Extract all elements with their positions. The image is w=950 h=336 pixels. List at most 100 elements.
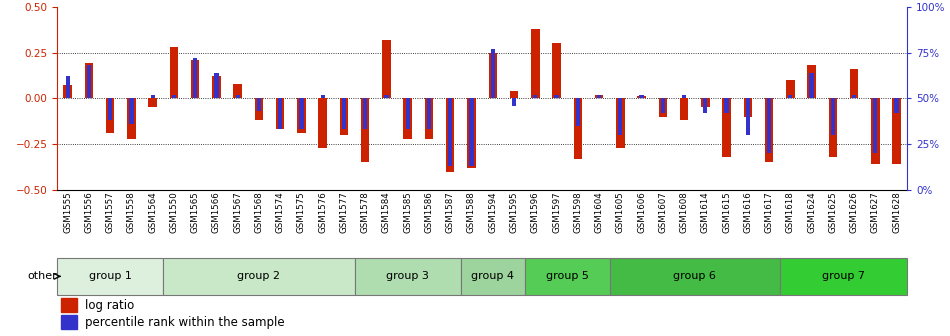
Bar (382, 40, 390, 98)
Bar (318, 98, 327, 148)
Bar (340, 98, 349, 135)
Bar (170, 47, 179, 98)
Bar (86, 65, 91, 98)
Bar (342, 98, 346, 129)
Text: log ratio: log ratio (86, 299, 134, 312)
Bar (404, 98, 412, 138)
Bar (744, 98, 752, 117)
Bar (808, 65, 816, 98)
Bar (172, 95, 176, 98)
Bar (256, 98, 261, 111)
Bar (616, 98, 624, 148)
Bar (871, 98, 880, 164)
Text: group 4: group 4 (471, 271, 514, 281)
Text: GSM1587: GSM1587 (446, 191, 455, 233)
Bar (255, 98, 263, 120)
Bar (299, 98, 304, 129)
Text: GSM1577: GSM1577 (339, 191, 349, 233)
Text: GSM1566: GSM1566 (212, 191, 221, 233)
Bar (427, 98, 431, 129)
Bar (680, 98, 689, 120)
Text: GSM1614: GSM1614 (701, 191, 710, 233)
Text: GSM1617: GSM1617 (765, 191, 773, 233)
Bar (446, 98, 454, 172)
Bar (703, 98, 708, 113)
Bar (746, 98, 750, 135)
Text: GSM1626: GSM1626 (849, 191, 859, 233)
Bar (488, 52, 497, 98)
Bar (193, 58, 198, 98)
Text: GSM1624: GSM1624 (808, 191, 816, 233)
Bar (469, 98, 474, 166)
Text: group 6: group 6 (674, 271, 716, 281)
Bar (892, 98, 901, 164)
Text: GSM1616: GSM1616 (743, 191, 752, 233)
Text: GSM1565: GSM1565 (191, 191, 200, 233)
Bar (809, 73, 814, 98)
Bar (64, 85, 72, 98)
Text: GSM1627: GSM1627 (871, 191, 880, 233)
Bar (786, 80, 794, 98)
Bar (595, 95, 603, 98)
Bar (658, 98, 667, 117)
Bar (767, 98, 771, 153)
Text: GSM1588: GSM1588 (467, 191, 476, 233)
Bar (425, 98, 433, 138)
Bar (129, 98, 134, 124)
Bar (780, 258, 907, 295)
Text: GSM1605: GSM1605 (616, 191, 625, 233)
Bar (597, 95, 601, 98)
Bar (637, 96, 646, 98)
Text: GSM1556: GSM1556 (85, 191, 93, 233)
Bar (552, 43, 560, 98)
Bar (276, 98, 284, 129)
Text: GSM1594: GSM1594 (488, 191, 497, 233)
Bar (830, 98, 835, 135)
Text: GSM1604: GSM1604 (595, 191, 603, 233)
Text: GSM1558: GSM1558 (127, 191, 136, 233)
Bar (57, 258, 163, 295)
Bar (297, 98, 306, 133)
Bar (639, 95, 644, 98)
Bar (215, 73, 219, 98)
Text: GSM1586: GSM1586 (425, 191, 433, 233)
Text: GSM1550: GSM1550 (169, 191, 179, 233)
Text: other: other (28, 271, 57, 281)
Bar (512, 98, 516, 106)
Bar (610, 258, 780, 295)
Text: group 2: group 2 (238, 271, 280, 281)
Text: GSM1564: GSM1564 (148, 191, 157, 233)
Text: GSM1606: GSM1606 (637, 191, 646, 233)
Bar (701, 98, 710, 108)
Text: GSM1555: GSM1555 (63, 191, 72, 233)
Text: GSM1567: GSM1567 (233, 191, 242, 233)
Text: GSM1598: GSM1598 (573, 191, 582, 233)
Bar (61, 315, 77, 329)
Bar (788, 95, 792, 98)
Bar (85, 64, 93, 98)
Bar (524, 258, 610, 295)
Bar (363, 98, 368, 129)
Text: group 5: group 5 (545, 271, 589, 281)
Bar (765, 98, 773, 162)
Text: GSM1576: GSM1576 (318, 191, 327, 233)
Bar (576, 98, 579, 126)
Bar (660, 98, 665, 113)
Bar (895, 98, 899, 113)
Bar (236, 95, 239, 98)
Bar (490, 49, 495, 98)
Text: GSM1596: GSM1596 (531, 191, 540, 233)
Bar (212, 76, 220, 98)
Bar (555, 95, 559, 98)
Bar (191, 60, 200, 98)
Text: GSM1568: GSM1568 (255, 191, 263, 233)
Text: GSM1574: GSM1574 (276, 191, 285, 233)
Text: group 3: group 3 (387, 271, 429, 281)
Bar (510, 91, 519, 98)
Bar (406, 98, 409, 129)
Text: GSM1578: GSM1578 (361, 191, 370, 233)
Bar (828, 98, 837, 157)
Bar (533, 95, 538, 98)
Text: GSM1607: GSM1607 (658, 191, 667, 233)
Bar (148, 98, 157, 108)
